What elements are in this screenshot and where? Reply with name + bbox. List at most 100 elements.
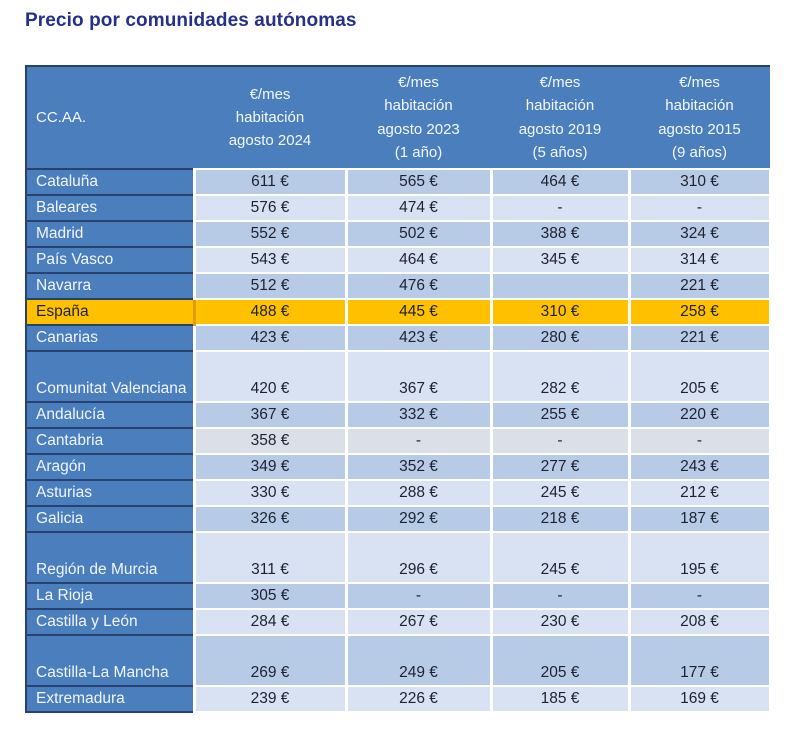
table-row-galicia: Galicia 326 €292 €218 €187 € bbox=[25, 505, 772, 533]
value-cell: 218 € bbox=[489, 505, 631, 533]
value-cell: 476 € bbox=[344, 272, 493, 300]
region-cell: Cantabria bbox=[25, 427, 196, 455]
value-cell: 464 € bbox=[344, 246, 493, 274]
table-row-castilla-la-mancha: Castilla-La Mancha 269 €249 €205 €177 € bbox=[25, 634, 772, 687]
table-row-cantabria: Cantabria 358 € - - - bbox=[25, 427, 772, 455]
table-header: CC.AA. €/mes habitación agosto 2024 €/me… bbox=[25, 65, 770, 169]
value-cell: 349 € bbox=[192, 453, 348, 481]
value-cell: 311 € bbox=[192, 531, 348, 584]
value-cell: 512 € bbox=[192, 272, 348, 300]
value-cell: 282 € bbox=[489, 350, 631, 403]
value-cell: 239 € bbox=[192, 685, 348, 713]
region-cell: Comunitat Valenciana bbox=[25, 350, 196, 403]
column-header-ccaa: CC.AA. bbox=[25, 65, 194, 169]
table-row-catalu-a: Cataluña 611 €565 €464 €310 € bbox=[25, 168, 772, 196]
value-cell: 464 € bbox=[489, 168, 631, 196]
value-cell: 324 € bbox=[627, 220, 772, 248]
table-row-navarra: Navarra 512 €476 € 221 € bbox=[25, 272, 772, 300]
value-cell: 221 € bbox=[627, 324, 772, 352]
table-row-baleares: Baleares 576 €474 € - - bbox=[25, 194, 772, 222]
table-body: Cataluña 611 €565 €464 €310 € Baleares 576 … bbox=[25, 168, 772, 713]
value-cell: - bbox=[627, 194, 772, 222]
region-cell: La Rioja bbox=[25, 582, 196, 610]
value-cell: - bbox=[489, 194, 631, 222]
region-cell: Región de Murcia bbox=[25, 531, 196, 584]
table-row-la-rioja: La Rioja 305 € - - - bbox=[25, 582, 772, 610]
value-cell: 245 € bbox=[489, 531, 631, 584]
value-cell: 245 € bbox=[489, 479, 631, 507]
value-cell: 388 € bbox=[489, 220, 631, 248]
region-cell: Castilla y León bbox=[25, 608, 196, 636]
value-cell: 367 € bbox=[192, 401, 348, 429]
column-header-agosto-2023: €/mes habitación agosto 2023 (1 año) bbox=[346, 65, 491, 169]
price-table: CC.AA. €/mes habitación agosto 2024 €/me… bbox=[25, 65, 772, 713]
value-cell: 367 € bbox=[344, 350, 493, 403]
value-cell: 292 € bbox=[344, 505, 493, 533]
value-cell: 280 € bbox=[489, 324, 631, 352]
value-cell: 611 € bbox=[192, 168, 348, 196]
value-cell: 330 € bbox=[192, 479, 348, 507]
column-header-agosto-2024: €/mes habitación agosto 2024 bbox=[194, 65, 346, 169]
value-cell: 284 € bbox=[192, 608, 348, 636]
value-cell: 177 € bbox=[627, 634, 772, 687]
table-row-asturias: Asturias 330 €288 €245 €212 € bbox=[25, 479, 772, 507]
value-cell: 221 € bbox=[627, 272, 772, 300]
value-cell: 445 € bbox=[344, 298, 493, 326]
value-cell: 305 € bbox=[192, 582, 348, 610]
table-row-comunitat-valenciana: Comunitat Valenciana 420 €367 €282 €205 € bbox=[25, 350, 772, 403]
value-cell: 255 € bbox=[489, 401, 631, 429]
value-cell: 310 € bbox=[489, 298, 631, 326]
value-cell bbox=[489, 272, 631, 300]
value-cell: 314 € bbox=[627, 246, 772, 274]
table-row-castilla-y-le-n: Castilla y León 284 €267 €230 €208 € bbox=[25, 608, 772, 636]
value-cell: - bbox=[489, 427, 631, 455]
value-cell: 423 € bbox=[192, 324, 348, 352]
value-cell: 352 € bbox=[344, 453, 493, 481]
value-cell: - bbox=[627, 427, 772, 455]
value-cell: 205 € bbox=[627, 350, 772, 403]
value-cell: - bbox=[344, 427, 493, 455]
region-cell: Cataluña bbox=[25, 168, 196, 196]
value-cell: 212 € bbox=[627, 479, 772, 507]
value-cell: 576 € bbox=[192, 194, 348, 222]
value-cell: - bbox=[344, 582, 493, 610]
value-cell: 474 € bbox=[344, 194, 493, 222]
region-cell: Baleares bbox=[25, 194, 196, 222]
value-cell: 185 € bbox=[489, 685, 631, 713]
value-cell: 488 € bbox=[192, 298, 348, 326]
table-row-canarias: Canarias 423 €423 €280 €221 € bbox=[25, 324, 772, 352]
value-cell: 288 € bbox=[344, 479, 493, 507]
value-cell: 205 € bbox=[489, 634, 631, 687]
value-cell: 258 € bbox=[627, 298, 772, 326]
value-cell: 220 € bbox=[627, 401, 772, 429]
table-row-pa-s-vasco: País Vasco 543 €464 €345 €314 € bbox=[25, 246, 772, 274]
value-cell: 502 € bbox=[344, 220, 493, 248]
region-cell: Canarias bbox=[25, 324, 196, 352]
value-cell: 208 € bbox=[627, 608, 772, 636]
region-cell: País Vasco bbox=[25, 246, 196, 274]
value-cell: 423 € bbox=[344, 324, 493, 352]
value-cell: 187 € bbox=[627, 505, 772, 533]
region-cell: Aragón bbox=[25, 453, 196, 481]
value-cell: 310 € bbox=[627, 168, 772, 196]
value-cell: 296 € bbox=[344, 531, 493, 584]
table-row-arag-n: Aragón 349 €352 €277 €243 € bbox=[25, 453, 772, 481]
value-cell: 358 € bbox=[192, 427, 348, 455]
region-cell: España bbox=[25, 298, 196, 326]
value-cell: 226 € bbox=[344, 685, 493, 713]
value-cell: 565 € bbox=[344, 168, 493, 196]
region-cell: Navarra bbox=[25, 272, 196, 300]
column-header-agosto-2019: €/mes habitación agosto 2019 (5 años) bbox=[491, 65, 629, 169]
value-cell: 230 € bbox=[489, 608, 631, 636]
region-cell: Asturias bbox=[25, 479, 196, 507]
column-header-agosto-2015: €/mes habitación agosto 2015 (9 años) bbox=[629, 65, 770, 169]
region-cell: Andalucía bbox=[25, 401, 196, 429]
value-cell: 420 € bbox=[192, 350, 348, 403]
value-cell: 277 € bbox=[489, 453, 631, 481]
value-cell: 345 € bbox=[489, 246, 631, 274]
value-cell: 543 € bbox=[192, 246, 348, 274]
region-cell: Madrid bbox=[25, 220, 196, 248]
table-row-andaluc-a: Andalucía 367 €332 €255 €220 € bbox=[25, 401, 772, 429]
value-cell: 552 € bbox=[192, 220, 348, 248]
